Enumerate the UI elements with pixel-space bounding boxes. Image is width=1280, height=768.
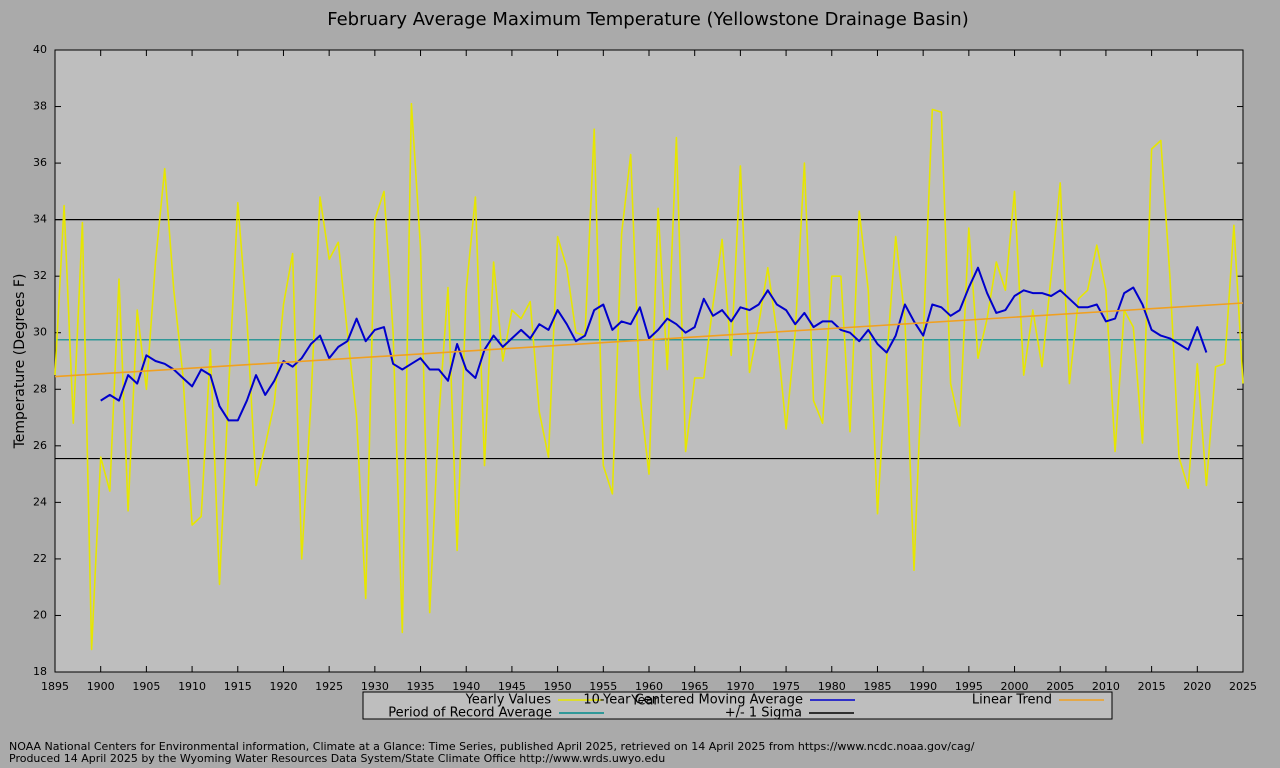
x-tick-label: 2015 bbox=[1138, 680, 1166, 693]
x-tick-label: 2020 bbox=[1183, 680, 1211, 693]
y-tick-label: 34 bbox=[33, 213, 47, 226]
x-tick-label: 1960 bbox=[635, 680, 663, 693]
x-tick-label: 1985 bbox=[863, 680, 891, 693]
x-tick-label: 2025 bbox=[1229, 680, 1257, 693]
x-tick-label: 1895 bbox=[41, 680, 69, 693]
y-tick-label: 22 bbox=[33, 552, 47, 565]
legend-label: Linear Trend bbox=[972, 693, 1052, 708]
x-tick-label: 1910 bbox=[178, 680, 206, 693]
x-tick-label: 1965 bbox=[681, 680, 709, 693]
x-tick-label: 1915 bbox=[224, 680, 252, 693]
x-tick-label: 1920 bbox=[269, 680, 297, 693]
series-line bbox=[54, 102, 1244, 651]
y-tick-label: 26 bbox=[33, 439, 47, 452]
legend-label: 10-Year Centered Moving Average bbox=[583, 693, 803, 708]
x-tick-label: 1955 bbox=[589, 680, 617, 693]
y-axis-label: Temperature (Degrees F) bbox=[12, 274, 28, 450]
x-tick-label: 1945 bbox=[498, 680, 526, 693]
y-tick-label: 20 bbox=[33, 608, 47, 621]
x-tick-label: 1940 bbox=[452, 680, 480, 693]
y-tick-label: 30 bbox=[33, 326, 47, 339]
y-tick-label: 36 bbox=[33, 156, 47, 169]
x-tick-label: 1990 bbox=[909, 680, 937, 693]
x-tick-label: 1995 bbox=[955, 680, 983, 693]
x-axis-label: Year bbox=[630, 694, 659, 709]
x-tick-label: 1950 bbox=[544, 680, 572, 693]
y-tick-label: 38 bbox=[33, 100, 47, 113]
x-tick-label: 1970 bbox=[726, 680, 754, 693]
x-tick-label: 1925 bbox=[315, 680, 343, 693]
x-tick-label: 1935 bbox=[407, 680, 435, 693]
chart-title: February Average Maximum Temperature (Ye… bbox=[327, 9, 969, 30]
y-tick-label: 32 bbox=[33, 269, 47, 282]
footnote: Produced 14 April 2025 by the Wyoming Wa… bbox=[9, 752, 665, 765]
x-tick-label: 1975 bbox=[772, 680, 800, 693]
x-tick-label: 1930 bbox=[361, 680, 389, 693]
footnote: NOAA National Centers for Environmental … bbox=[9, 740, 975, 753]
y-tick-label: 18 bbox=[33, 665, 47, 678]
legend bbox=[362, 691, 1113, 720]
y-tick-label: 24 bbox=[33, 495, 47, 508]
plot-area bbox=[54, 49, 1244, 673]
legend-label: Yearly Values bbox=[465, 693, 552, 708]
x-tick-label: 2010 bbox=[1092, 680, 1120, 693]
legend-label: Period of Record Average bbox=[388, 706, 552, 721]
legend-label: +/- 1 Sigma bbox=[725, 706, 802, 721]
x-tick-label: 2005 bbox=[1046, 680, 1074, 693]
x-tick-label: 1900 bbox=[87, 680, 115, 693]
y-tick-label: 28 bbox=[33, 382, 47, 395]
x-tick-label: 1905 bbox=[132, 680, 160, 693]
x-tick-label: 2000 bbox=[1001, 680, 1029, 693]
x-tick-label: 1980 bbox=[818, 680, 846, 693]
y-tick-label: 40 bbox=[33, 43, 47, 56]
series-line bbox=[54, 302, 1244, 378]
